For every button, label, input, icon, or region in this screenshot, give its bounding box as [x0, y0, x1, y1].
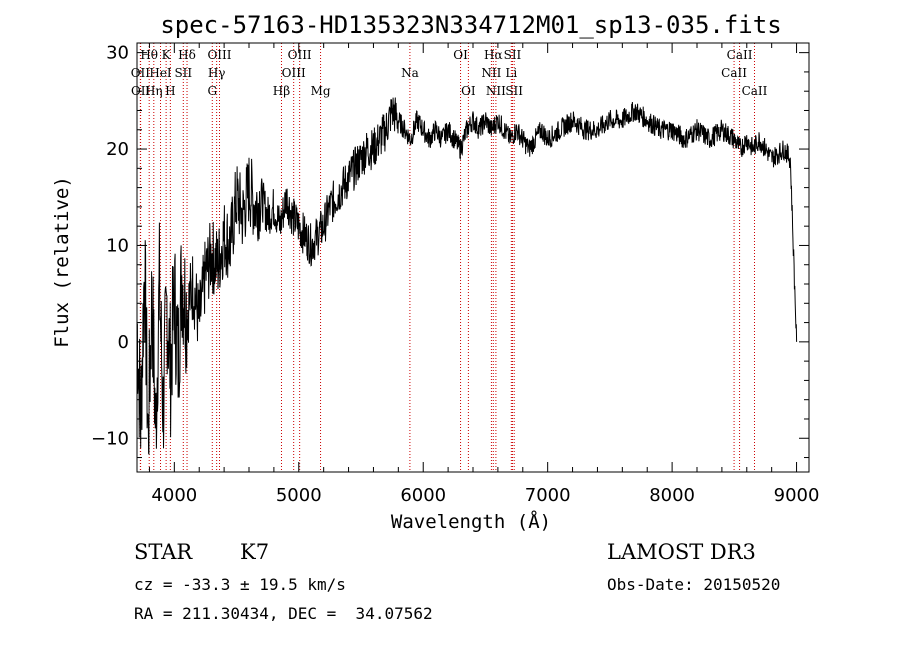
- x-axis-label: Wavelength (Å): [391, 510, 551, 533]
- x-tick-label: 7000: [525, 485, 571, 506]
- line-label-11: G: [207, 84, 217, 98]
- y-tick-label: −10: [91, 428, 129, 449]
- x-axis-ticks: 4000 5000 6000 7000 8000 9000: [148, 43, 820, 506]
- line-label-19: Hα: [484, 48, 503, 62]
- line-label-18: OI: [461, 84, 476, 98]
- line-label-16: Na: [401, 66, 419, 80]
- coordinates: RA = 211.30434, DEC = 34.07562: [134, 604, 433, 623]
- object-subclass: K7: [240, 540, 270, 564]
- line-label-5: K: [162, 48, 172, 62]
- y-tick-label: 10: [106, 235, 129, 256]
- plot-frame: [136, 42, 810, 473]
- emission-line-markers: [139, 43, 755, 472]
- line-label-15: Mg: [311, 84, 331, 98]
- x-tick-label: 8000: [649, 485, 695, 506]
- line-label-3: Hη: [145, 84, 163, 98]
- line-label-6: SII: [174, 66, 192, 80]
- line-label-8: Hδ: [178, 48, 196, 62]
- line-label-22: SII: [504, 48, 522, 62]
- line-label-20: NII: [481, 66, 501, 80]
- y-tick-label: 30: [106, 43, 129, 64]
- line-label-21: NII: [486, 84, 506, 98]
- x-tick-label: 4000: [151, 485, 197, 506]
- x-tick-label: 9000: [774, 485, 820, 506]
- x-tick-label: 6000: [400, 485, 446, 506]
- line-label-27: CaII: [742, 84, 768, 98]
- observation-date: Obs-Date: 20150520: [607, 575, 781, 594]
- y-axis-label: Flux (relative): [51, 176, 73, 348]
- line-label-13: OIII: [282, 66, 306, 80]
- line-label-24: SII: [505, 84, 523, 98]
- y-axis-ticks: −10 0 10 20 30: [91, 43, 809, 459]
- line-label-12: Hβ: [273, 84, 290, 98]
- line-label-25: CaII: [727, 48, 753, 62]
- chart-title: spec-57163-HD135323N334712M01_sp13-035.f…: [160, 11, 781, 39]
- line-label-14: OIII: [288, 48, 312, 62]
- line-label-4: HeI: [149, 66, 172, 80]
- y-tick-label: 0: [118, 332, 129, 353]
- y-tick-label: 20: [106, 139, 129, 160]
- line-label-10: Hγ: [208, 66, 226, 80]
- x-tick-label: 5000: [276, 485, 322, 506]
- line-label-7: H: [165, 84, 175, 98]
- spectrum-line: [136, 97, 798, 456]
- line-label-0: OII: [131, 66, 151, 80]
- line-label-26: CaII: [721, 66, 747, 80]
- line-label-17: OI: [453, 48, 468, 62]
- redshift-cz: cz = -33.3 ± 19.5 km/s: [134, 575, 346, 594]
- survey-name: LAMOST DR3: [607, 540, 756, 564]
- line-label-23: Li: [505, 66, 517, 80]
- line-label-2: Hθ: [140, 48, 158, 62]
- line-label-9: OIII: [207, 48, 231, 62]
- object-type: STAR: [134, 540, 193, 564]
